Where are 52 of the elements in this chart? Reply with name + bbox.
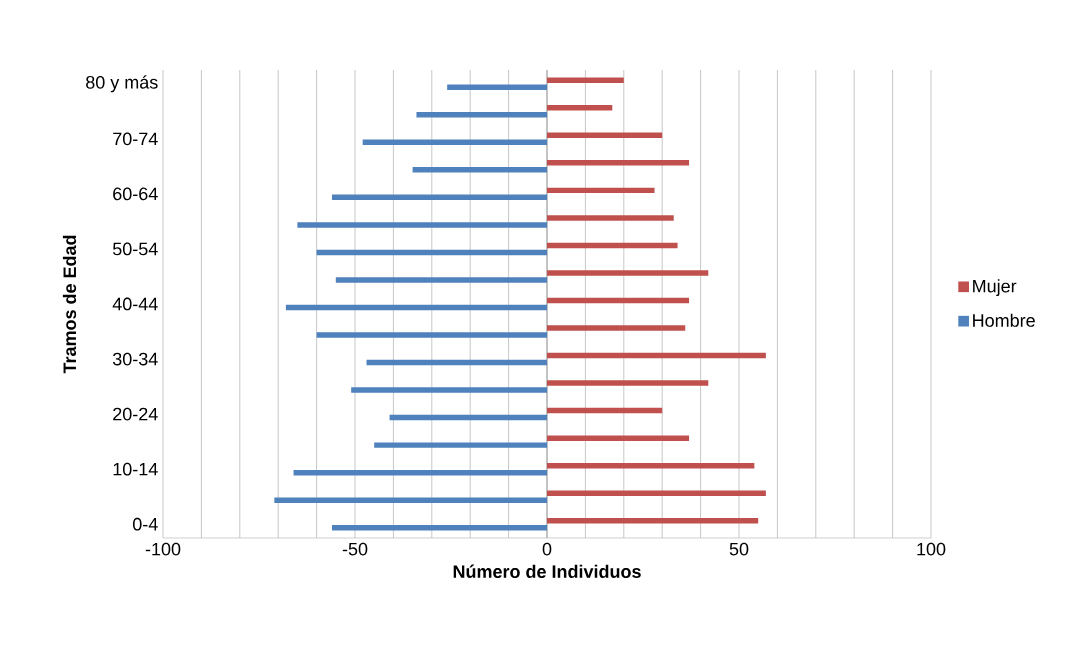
bar [366, 359, 547, 366]
bar [374, 442, 547, 448]
y-tick-label: 0-4 [132, 517, 158, 531]
bar [547, 325, 686, 331]
bar [412, 167, 547, 173]
bar [335, 277, 547, 283]
bar [547, 297, 690, 304]
x-tick-label: 0 [542, 542, 552, 556]
bar [547, 270, 709, 276]
bar [547, 77, 624, 84]
bar [447, 84, 547, 90]
bar [316, 332, 547, 338]
legend-label: Hombre [973, 313, 1035, 327]
x-tick-label: -100 [145, 542, 181, 556]
y-tick-label: 30-34 [112, 352, 158, 366]
y-tick-label: 50-54 [112, 242, 158, 256]
bar [547, 380, 709, 386]
bar [547, 517, 759, 524]
bar [547, 490, 766, 496]
bar [351, 387, 547, 393]
y-tick-label: 40-44 [112, 297, 158, 311]
bar [547, 352, 766, 359]
x-axis-title: Número de Individuos [453, 564, 641, 578]
bar [547, 407, 663, 414]
y-axis-title: Tramos de Edad [62, 235, 77, 374]
y-tick-label: 20-24 [113, 407, 158, 421]
x-tick-label: 50 [729, 542, 749, 556]
bar [547, 242, 678, 249]
bar [274, 497, 547, 503]
bar [285, 304, 547, 311]
bar [547, 160, 690, 166]
y-tick-label: 80 y más [86, 75, 158, 93]
x-tick-label: 100 [917, 542, 946, 556]
legend-label: Mujer [973, 279, 1017, 297]
bar [331, 194, 547, 201]
bar [362, 139, 547, 146]
y-tick-label: 70-74 [113, 132, 158, 146]
bar [389, 414, 547, 421]
bar [316, 249, 547, 256]
y-tick-label: 10-14 [113, 462, 158, 476]
y-tick-label: 60-64 [113, 187, 158, 201]
bar [547, 435, 690, 441]
bar [293, 469, 547, 476]
bar [297, 222, 547, 228]
bar [547, 187, 655, 194]
bar [416, 112, 547, 118]
bar [547, 462, 755, 469]
bar [547, 105, 613, 111]
bar [547, 215, 674, 221]
bar [331, 524, 547, 531]
bar [547, 132, 663, 139]
x-tick-label: -50 [342, 542, 368, 556]
